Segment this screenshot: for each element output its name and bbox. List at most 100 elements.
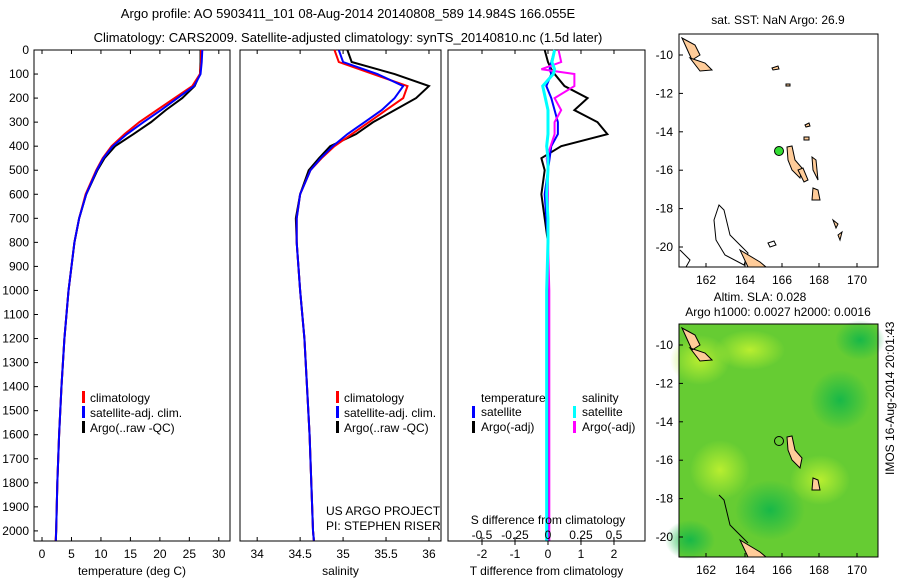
legend-swatch xyxy=(336,421,339,433)
x-axis-label: temperature (deg C) xyxy=(78,564,186,578)
x-tick-label: 1 xyxy=(578,547,585,561)
lon-tick-label: 162 xyxy=(696,273,716,287)
title-line2: Climatology: CARS2009. Satellite-adjuste… xyxy=(94,30,603,45)
sla-map-title1: Altim. SLA: 0.028 xyxy=(714,290,807,304)
title-line1: Argo profile: AO 5903411_101 08-Aug-2014… xyxy=(121,6,576,21)
legend-swatch xyxy=(82,406,85,418)
difference-panel: -2 -1 0 1 2 T difference from climatology temp… xyxy=(447,49,646,578)
legend-label: satellite-adj. clim. xyxy=(90,406,182,420)
salinity-panel: 34 34.5 35 35.5 36 salinity climatologysatelli… xyxy=(239,49,442,578)
legend-swatch xyxy=(472,421,475,433)
legend-swatch xyxy=(82,421,85,433)
lon-tick-label: 170 xyxy=(847,563,867,577)
x2-tick-label: 0.25 xyxy=(569,528,593,542)
temperature-panel: 0 5 10 15 20 25 300100200300400500600700800900… xyxy=(2,43,452,578)
lon-tick-label: 164 xyxy=(735,563,755,577)
series-s-satellite xyxy=(541,49,557,541)
x-tick-label: -2 xyxy=(477,547,488,561)
lat-tick-label: -16 xyxy=(656,453,674,467)
lat-tick-label: -12 xyxy=(656,86,674,100)
x2-tick-label: 0 xyxy=(545,528,552,542)
legend-label: climatology xyxy=(90,391,150,405)
argo-location-marker xyxy=(774,146,784,156)
x-tick-label: 30 xyxy=(212,547,226,561)
x-axis-label: T difference from climatology xyxy=(470,564,624,578)
legend-swatch xyxy=(336,391,339,403)
sla-map-title2: Argo h1000: 0.0027 h2000: 0.0016 xyxy=(685,305,871,319)
y-tick-label: 400 xyxy=(9,139,29,153)
legend-label: climatology xyxy=(344,391,404,405)
legend-salinity-heading: salinity xyxy=(582,391,619,405)
lon-tick-label: 164 xyxy=(735,273,755,287)
legend-label: satellite xyxy=(582,405,623,419)
lat-tick-label: -20 xyxy=(656,240,674,254)
x-tick-label: 0 xyxy=(39,547,46,561)
lon-tick-label: 170 xyxy=(847,273,867,287)
y-tick-label: 1700 xyxy=(2,452,29,466)
lat-tick-label: -14 xyxy=(656,415,674,429)
lat-tick-label: -14 xyxy=(656,125,674,139)
x-tick-label: 15 xyxy=(124,547,138,561)
y-tick-label: 2000 xyxy=(2,524,29,538)
legend-swatch xyxy=(573,421,576,433)
x2-tick-label: -0.5 xyxy=(472,528,493,542)
y-tick-label: 1600 xyxy=(2,428,29,442)
x-tick-label: 34 xyxy=(250,547,264,561)
sst-map: sat. SST: NaN Argo: 26.9 162 164 166 168 170… xyxy=(656,13,879,287)
legend-label: Argo(-adj) xyxy=(582,420,635,434)
lat-tick-label: -10 xyxy=(656,338,674,352)
legend-label: Argo(-adj) xyxy=(481,420,534,434)
sla-map: Altim. SLA: 0.028 Argo h1000: 0.0027 h20… xyxy=(656,290,885,577)
y-tick-label: 900 xyxy=(9,259,29,273)
x-tick-label: 36 xyxy=(422,547,436,561)
plot-frame xyxy=(33,49,231,542)
lat-tick-label: -18 xyxy=(656,492,674,506)
legend-label: Argo(..raw -QC) xyxy=(344,421,429,435)
legend-label: Argo(..raw -QC) xyxy=(90,421,175,435)
x-tick-label: 10 xyxy=(94,547,108,561)
legend-label: satellite-adj. clim. xyxy=(344,406,436,420)
lat-tick-label: -12 xyxy=(656,376,674,390)
x-tick-label: 35 xyxy=(336,547,350,561)
lon-tick-label: 168 xyxy=(809,273,829,287)
y-tick-label: 800 xyxy=(9,235,29,249)
y-tick-label: 1900 xyxy=(2,500,29,514)
imos-stamp: IMOS 16-Aug-2014 20:01:43 xyxy=(883,321,897,475)
legend-swatch xyxy=(336,406,339,418)
lon-tick-label: 166 xyxy=(772,273,792,287)
y-tick-label: 500 xyxy=(9,163,29,177)
project-annotation: PI: STEPHEN RISER xyxy=(326,519,441,533)
x-tick-label: 20 xyxy=(153,547,167,561)
x-tick-label: -1 xyxy=(510,547,521,561)
lon-tick-label: 166 xyxy=(772,563,792,577)
lon-tick-label: 168 xyxy=(809,563,829,577)
y-tick-label: 1200 xyxy=(2,332,29,346)
y-tick-label: 100 xyxy=(9,67,29,81)
y-tick-label: 1300 xyxy=(2,356,29,370)
project-annotation: US ARGO PROJECT xyxy=(326,504,441,518)
y-tick-label: 200 xyxy=(9,91,29,105)
lat-tick-label: -10 xyxy=(656,48,674,62)
plot-frame xyxy=(239,49,442,542)
legend-temperature-heading: temperature xyxy=(481,391,546,405)
x-axis-label: salinity xyxy=(322,564,359,578)
y-tick-label: 1400 xyxy=(2,380,29,394)
x-tick-label: 34.5 xyxy=(288,547,312,561)
x2-tick-label: 0.5 xyxy=(606,528,623,542)
x2-axis-label: S difference from climatology xyxy=(471,513,626,527)
y-tick-label: 1500 xyxy=(2,404,29,418)
y-tick-label: 0 xyxy=(22,43,29,57)
argo-location-circle xyxy=(774,436,784,446)
x-tick-label: 35.5 xyxy=(374,547,398,561)
x-tick-label: 0 xyxy=(545,547,552,561)
lon-tick-label: 162 xyxy=(696,563,716,577)
lat-tick-label: -18 xyxy=(656,202,674,216)
sst-map-title: sat. SST: NaN Argo: 26.9 xyxy=(711,13,845,27)
y-tick-label: 1800 xyxy=(2,476,29,490)
x-tick-label: 5 xyxy=(68,547,75,561)
x2-tick-label: -0.25 xyxy=(501,528,529,542)
x-tick-label: 2 xyxy=(611,547,618,561)
series-satellite-adj-clim- xyxy=(295,49,405,541)
lat-tick-label: -16 xyxy=(656,163,674,177)
